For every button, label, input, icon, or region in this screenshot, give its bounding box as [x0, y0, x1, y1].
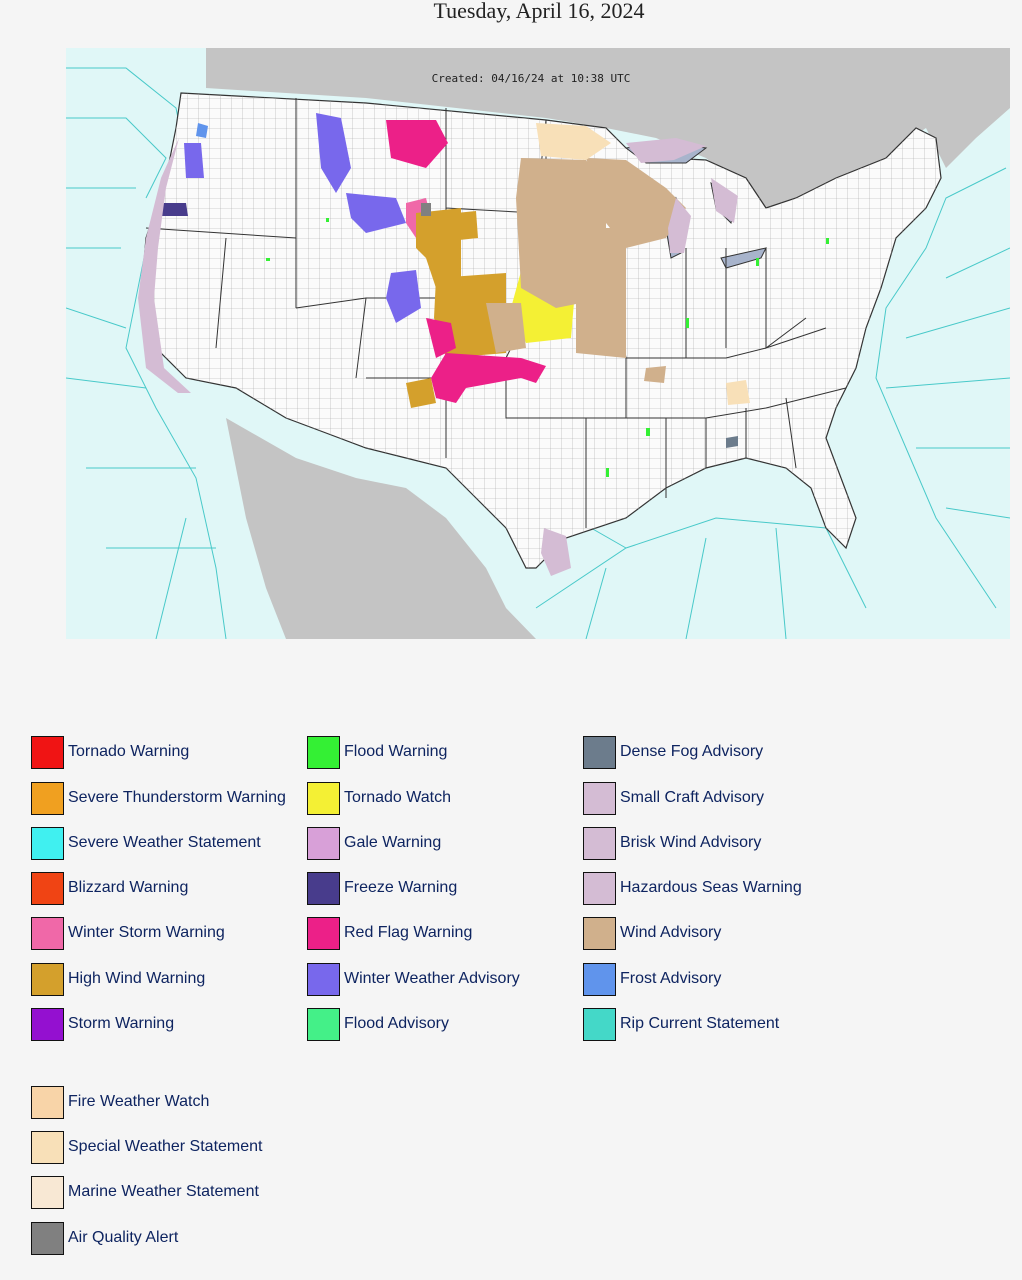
legend-item: Severe Thunderstorm Warning — [31, 780, 286, 816]
legend-item: Red Flag Warning — [307, 915, 472, 951]
legend-swatch — [583, 781, 616, 815]
legend-label: Hazardous Seas Warning — [620, 879, 802, 896]
legend-item: Flood Warning — [307, 734, 447, 770]
legend-swatch — [307, 735, 340, 769]
legend-item: Winter Weather Advisory — [307, 961, 520, 997]
legend-item: Freeze Warning — [307, 870, 457, 906]
legend-swatch — [583, 735, 616, 769]
legend-item: Blizzard Warning — [31, 870, 188, 906]
legend-item: Rip Current Statement — [583, 1006, 779, 1042]
legend-item: Severe Weather Statement — [31, 825, 261, 861]
legend-item: Tornado Watch — [307, 780, 451, 816]
legend-item: Fire Weather Watch — [31, 1084, 209, 1120]
legend-label: Wind Advisory — [620, 924, 722, 941]
legend-label: Rip Current Statement — [620, 1015, 780, 1032]
legend-item: Brisk Wind Advisory — [583, 825, 761, 861]
legend-label: Frost Advisory — [620, 970, 722, 987]
legend-swatch — [583, 871, 616, 905]
legend-swatch — [583, 1007, 616, 1041]
legend-label: Severe Thunderstorm Warning — [68, 789, 286, 806]
legend-swatch — [31, 916, 64, 950]
legend-item: High Wind Warning — [31, 961, 205, 997]
legend-label: Small Craft Advisory — [620, 789, 765, 806]
legend-item: Flood Advisory — [307, 1006, 449, 1042]
legend-label: Tornado Watch — [344, 789, 452, 806]
legend-label: Storm Warning — [68, 1015, 175, 1032]
legend-label: Severe Weather Statement — [68, 834, 261, 851]
legend-label: Freeze Warning — [344, 879, 458, 896]
legend-item: Storm Warning — [31, 1006, 174, 1042]
legend-item: Hazardous Seas Warning — [583, 870, 802, 906]
legend-item: Tornado Warning — [31, 734, 189, 770]
legend-swatch — [307, 871, 340, 905]
legend-swatch — [31, 826, 64, 860]
legend-label: Flood Advisory — [344, 1015, 449, 1032]
legend-item: Marine Weather Statement — [31, 1174, 259, 1210]
legend-item: Small Craft Advisory — [583, 780, 764, 816]
legend-swatch — [307, 826, 340, 860]
legend-label: Marine Weather Statement — [68, 1183, 259, 1200]
weather-alert-map[interactable]: Created: 04/16/24 at 10:38 UTC — [66, 48, 1010, 639]
legend-item: Special Weather Statement — [31, 1129, 262, 1165]
page-title: Tuesday, April 16, 2024 — [433, 0, 645, 23]
legend-swatch — [307, 781, 340, 815]
map-svg — [66, 48, 1010, 639]
legend-label: Winter Storm Warning — [68, 924, 225, 941]
legend-label: High Wind Warning — [68, 970, 206, 987]
legend-swatch — [307, 1007, 340, 1041]
legend-label: Tornado Warning — [68, 743, 190, 760]
canada-landmass — [206, 48, 1010, 238]
legend-swatch — [31, 1085, 64, 1119]
legend-label: Winter Weather Advisory — [344, 970, 520, 987]
legend-swatch — [583, 826, 616, 860]
legend-swatch — [31, 735, 64, 769]
legend-swatch — [31, 1221, 64, 1255]
legend-item: Winter Storm Warning — [31, 915, 225, 951]
legend-swatch — [31, 1007, 64, 1041]
legend-swatch — [583, 962, 616, 996]
legend-label: Air Quality Alert — [68, 1229, 179, 1246]
legend-label: Fire Weather Watch — [68, 1093, 210, 1110]
legend-swatch — [31, 1130, 64, 1164]
legend-label: Dense Fog Advisory — [620, 743, 764, 760]
legend-swatch — [307, 962, 340, 996]
legend-swatch — [31, 781, 64, 815]
legend-swatch — [31, 1175, 64, 1209]
legend-label: Gale Warning — [344, 834, 442, 851]
legend-label: Red Flag Warning — [344, 924, 473, 941]
legend-swatch — [31, 871, 64, 905]
legend-item: Wind Advisory — [583, 915, 721, 951]
legend-swatch — [31, 962, 64, 996]
legend-item: Frost Advisory — [583, 961, 721, 997]
legend-swatch — [307, 916, 340, 950]
flood-warning-areas — [266, 218, 829, 477]
legend-label: Brisk Wind Advisory — [620, 834, 762, 851]
legend-item: Air Quality Alert — [31, 1220, 178, 1256]
legend-item: Dense Fog Advisory — [583, 734, 763, 770]
legend-label: Flood Warning — [344, 743, 448, 760]
legend-label: Special Weather Statement — [68, 1138, 263, 1155]
map-created-timestamp: Created: 04/16/24 at 10:38 UTC — [431, 72, 631, 85]
legend-label: Blizzard Warning — [68, 879, 189, 896]
legend-swatch — [583, 916, 616, 950]
baja-peninsula — [241, 438, 316, 608]
legend-item: Gale Warning — [307, 825, 441, 861]
lake-erie — [720, 247, 767, 269]
alert-polygons — [138, 113, 750, 576]
marine-zone-lines — [66, 48, 1010, 639]
